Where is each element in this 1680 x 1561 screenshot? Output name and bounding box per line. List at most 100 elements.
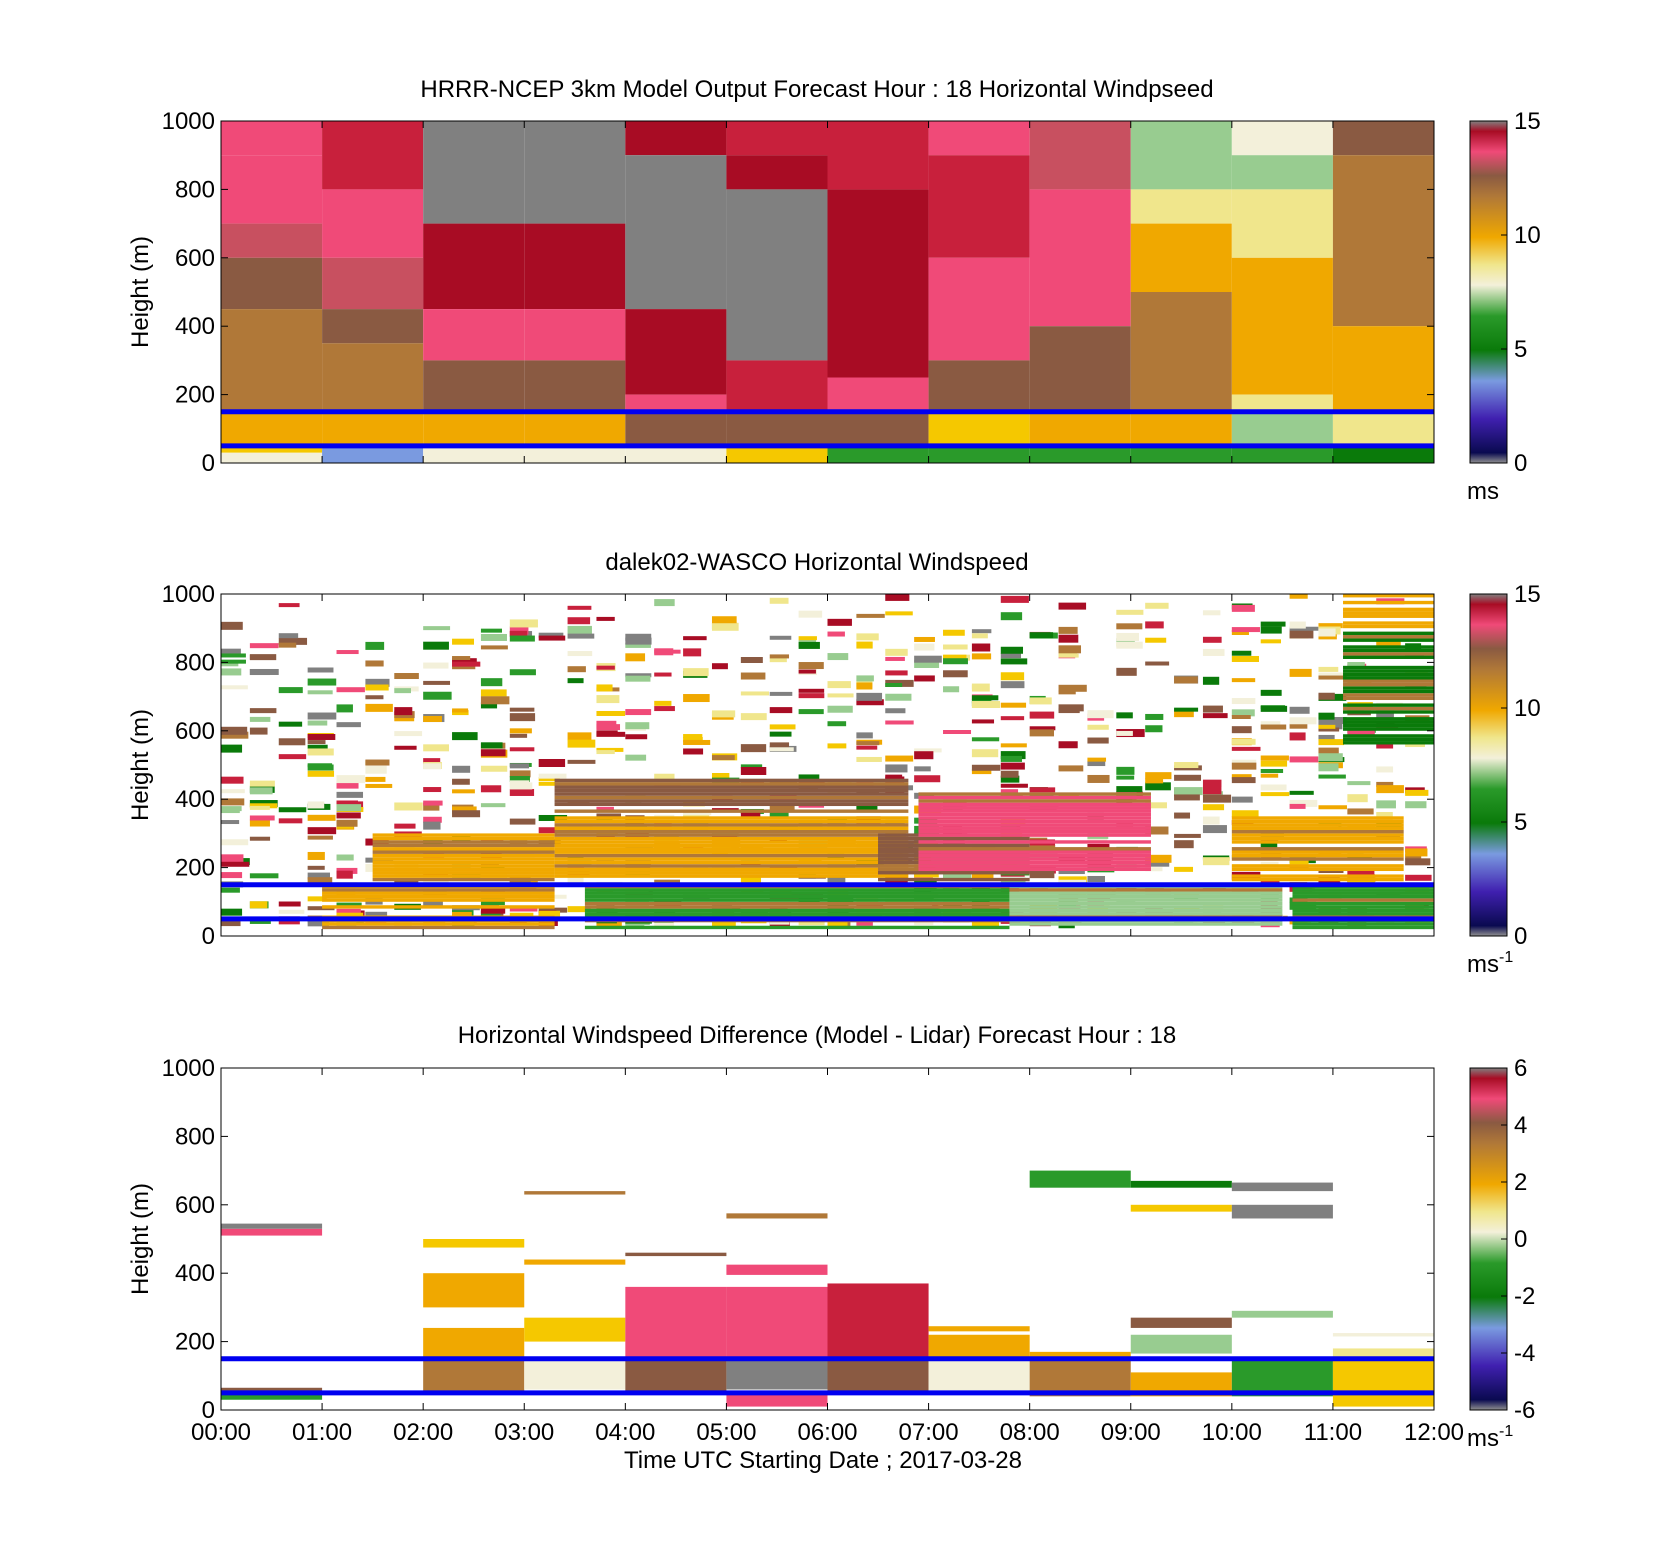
model-cell [524, 445, 626, 463]
lidar-mark [278, 901, 301, 907]
model-cell [1231, 411, 1333, 446]
lidar-mark [1318, 805, 1347, 810]
lidar-mark [943, 686, 960, 693]
lidar-mark [1058, 741, 1078, 749]
lidar-mark [1318, 666, 1339, 672]
lidar-mark [1343, 696, 1434, 701]
lidar-mark [769, 724, 796, 730]
lidar-mark [1343, 720, 1434, 724]
lidar-mark [554, 871, 909, 875]
lidar-mark [1343, 607, 1434, 612]
lidar-mark [1000, 658, 1028, 665]
lidar-mark [827, 631, 845, 637]
lidar-mark [1202, 779, 1222, 787]
y-tick-label: 400 [175, 786, 215, 813]
lidar-mark [554, 857, 909, 861]
lidar-mark [336, 819, 358, 827]
panel-title: HRRR-NCEP 3km Model Output Forecast Hour… [420, 76, 1213, 103]
lidar-mark [1000, 743, 1027, 748]
lidar-mark [336, 870, 353, 879]
difference-cell [221, 1223, 323, 1229]
lidar-mark [1231, 655, 1260, 662]
lidar-mark [1318, 692, 1335, 700]
x-tick-label: 06:00 [797, 1419, 857, 1446]
lidar-mark [584, 905, 1010, 909]
lidar-mark [1318, 717, 1347, 725]
difference-cell [1130, 1372, 1232, 1397]
lidar-mark [423, 787, 442, 793]
lidar-mark [221, 820, 240, 825]
lidar-mark [711, 755, 735, 761]
lidar-mark [798, 610, 823, 618]
lidar-mark [365, 641, 385, 650]
lidar-mark [336, 804, 362, 812]
lidar-mark [914, 751, 934, 760]
lidar-mark [336, 812, 361, 819]
lidar-mark [221, 872, 243, 879]
lidar-mark [336, 780, 359, 789]
lidar-mark [1318, 727, 1340, 732]
lidar-mark [221, 798, 245, 806]
lidar-mark [278, 807, 307, 813]
lidar-mark [711, 616, 737, 624]
lidar-mark [711, 773, 730, 779]
lidar-mark [1009, 901, 1283, 906]
colorbar-unit: ms-1 [1467, 1423, 1513, 1452]
lidar-mark [365, 703, 393, 712]
lidar-mark [365, 783, 393, 788]
difference-cell [1231, 1310, 1333, 1318]
lidar-mark [769, 731, 792, 737]
lidar-mark [249, 727, 268, 735]
x-tick-label: 05:00 [696, 1419, 756, 1446]
lidar-mark [322, 888, 555, 892]
lidar-mark [1343, 710, 1434, 714]
difference-cell [524, 1191, 626, 1195]
lidar-mark [554, 833, 909, 837]
lidar-mark [1087, 837, 1108, 842]
lidar-mark [1318, 628, 1336, 637]
lidar-mark [654, 879, 681, 885]
lidar-mark [221, 920, 241, 927]
lidar-mark [943, 654, 967, 659]
lidar-mark [554, 840, 909, 844]
lidar-mark [914, 920, 934, 926]
lidar-mark [567, 633, 595, 639]
lidar-mark [1260, 773, 1279, 778]
lidar-mark [554, 829, 909, 834]
lidar-mark [1260, 721, 1281, 726]
lidar-mark [1116, 641, 1143, 649]
y-tick-label: 400 [175, 1260, 215, 1287]
lidar-mark [554, 792, 909, 796]
model-cell [524, 223, 626, 310]
lidar-mark [1292, 901, 1434, 906]
lidar-mark [452, 661, 481, 667]
lidar-mark [1202, 676, 1220, 685]
lidar-mark [249, 708, 277, 714]
x-tick-label: 08:00 [1000, 1419, 1060, 1446]
lidar-mark [1376, 710, 1394, 719]
lidar-mark [1231, 777, 1256, 784]
lidar-mark [625, 709, 652, 716]
lidar-mark [878, 836, 1030, 841]
lidar-mark [1000, 653, 1022, 659]
lidar-mark [918, 850, 1151, 854]
lidar-mark [307, 851, 325, 860]
colorbar-unit-exponent: -1 [1499, 1423, 1513, 1440]
lidar-mark [365, 684, 389, 691]
colorbar-unit-base: ms [1467, 951, 1499, 978]
lidar-mark [885, 708, 906, 714]
model-cell [322, 121, 424, 190]
lidar-mark [452, 708, 469, 713]
lidar-mark [740, 691, 770, 696]
lidar-mark [1145, 661, 1170, 666]
lidar-mark [423, 744, 450, 752]
lidar-mark [278, 633, 299, 639]
lidar-mark [1292, 905, 1434, 909]
lidar-mark [1145, 826, 1169, 835]
lidar-mark [856, 745, 878, 750]
lidar-mark [1289, 630, 1314, 639]
lidar-mark [452, 658, 477, 664]
lidar-mark [554, 874, 909, 878]
lidar-mark [1318, 712, 1335, 720]
lidar-mark [554, 843, 909, 848]
